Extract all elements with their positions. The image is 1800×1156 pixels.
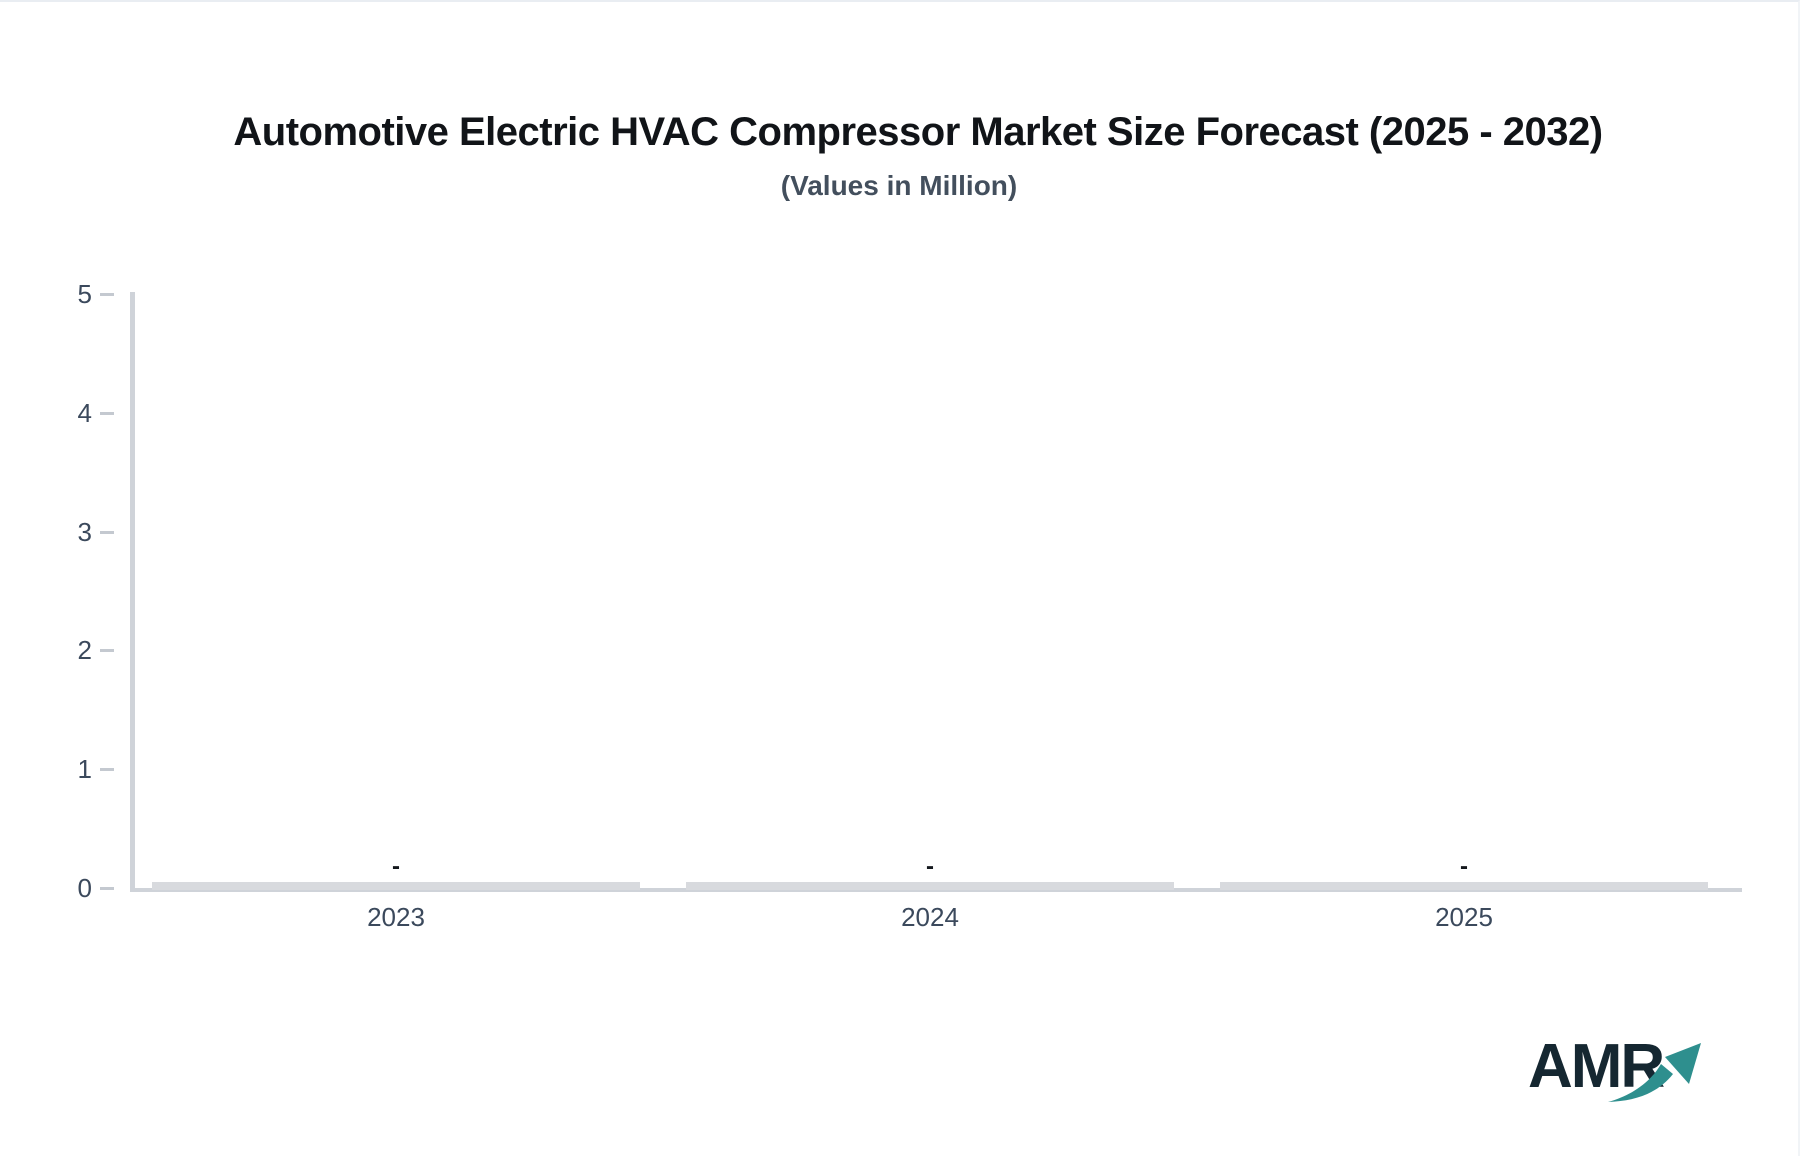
trend-up-arrow-icon — [1604, 1038, 1704, 1108]
x-axis-label-2023: 2023 — [367, 902, 425, 932]
y-tick-4 — [100, 412, 114, 415]
y-tick-label-4: 4 — [77, 398, 92, 428]
y-tick-0 — [100, 887, 114, 890]
bar-2023[interactable] — [152, 882, 640, 890]
amr-logo: AMR — [1528, 1034, 1738, 1114]
y-tick-3 — [100, 531, 114, 534]
y-tick-label-3: 3 — [77, 517, 92, 547]
chart-title: Automotive Electric HVAC Compressor Mark… — [233, 110, 1603, 154]
data-label-2024: - — [926, 853, 934, 880]
x-axis-line — [130, 888, 1742, 892]
x-axis-label-2024: 2024 — [901, 902, 959, 932]
x-axis-label-2025: 2025 — [1435, 902, 1493, 932]
bar-2024[interactable] — [686, 882, 1174, 890]
y-axis-line — [130, 292, 135, 892]
y-tick-1 — [100, 768, 114, 771]
data-label-2025: - — [1460, 853, 1468, 880]
y-tick-label-5: 5 — [77, 279, 92, 309]
y-tick-2 — [100, 649, 114, 652]
bar-2025[interactable] — [1220, 882, 1708, 890]
chart-subtitle: (Values in Million) — [780, 170, 1018, 201]
y-tick-label-2: 2 — [77, 635, 92, 665]
y-tick-5 — [100, 293, 114, 296]
y-tick-label-0: 0 — [77, 873, 92, 903]
y-tick-label-1: 1 — [77, 754, 92, 784]
data-label-2023: - — [392, 853, 400, 880]
